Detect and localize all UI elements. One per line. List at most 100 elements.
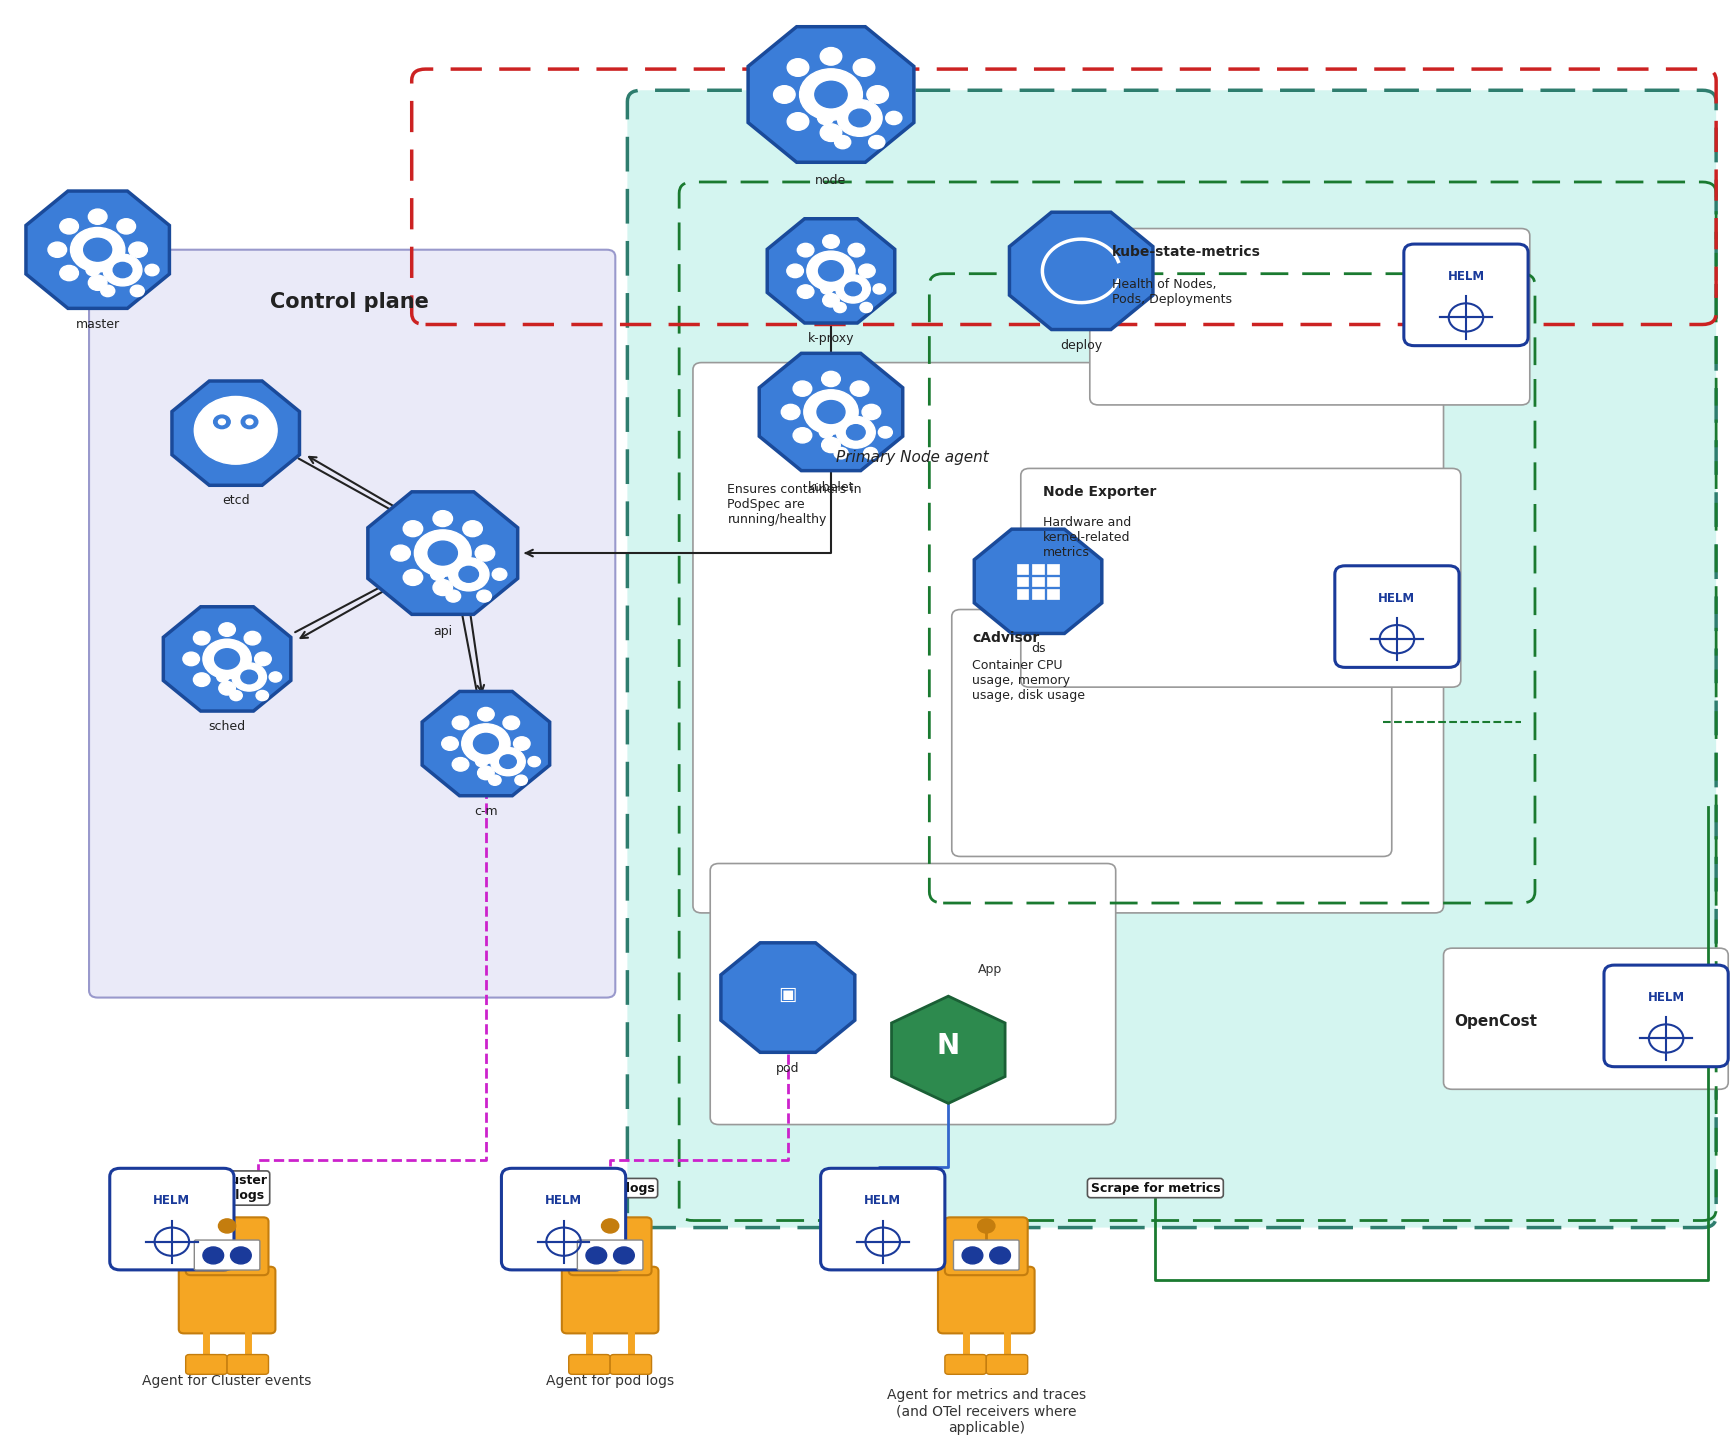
Circle shape (218, 418, 225, 424)
Circle shape (846, 424, 865, 440)
Circle shape (432, 511, 452, 527)
Circle shape (202, 639, 251, 678)
Circle shape (232, 662, 266, 691)
Polygon shape (974, 530, 1102, 633)
Circle shape (230, 1247, 251, 1264)
FancyBboxPatch shape (692, 362, 1443, 913)
Polygon shape (368, 492, 517, 615)
Circle shape (403, 521, 422, 537)
Circle shape (820, 124, 841, 141)
FancyBboxPatch shape (953, 1240, 1019, 1270)
FancyBboxPatch shape (227, 1355, 268, 1374)
FancyBboxPatch shape (1021, 469, 1460, 687)
Text: HELM: HELM (545, 1195, 581, 1208)
FancyBboxPatch shape (1016, 577, 1028, 586)
Circle shape (476, 547, 491, 558)
Circle shape (100, 244, 114, 255)
Circle shape (218, 681, 235, 696)
FancyBboxPatch shape (1031, 589, 1043, 599)
FancyBboxPatch shape (178, 1267, 275, 1333)
Circle shape (270, 672, 282, 683)
Text: App: App (977, 962, 1002, 975)
Circle shape (413, 530, 471, 576)
Circle shape (86, 264, 100, 276)
Text: Get Pod logs: Get Pod logs (566, 1182, 654, 1195)
FancyBboxPatch shape (185, 1355, 227, 1374)
Circle shape (848, 244, 865, 257)
FancyBboxPatch shape (1047, 589, 1059, 599)
Circle shape (773, 85, 794, 104)
Circle shape (446, 547, 460, 558)
Circle shape (391, 545, 410, 561)
Polygon shape (766, 219, 894, 323)
Circle shape (787, 264, 803, 277)
Circle shape (817, 401, 844, 423)
FancyBboxPatch shape (88, 250, 614, 997)
Text: deploy: deploy (1059, 339, 1102, 352)
Circle shape (130, 244, 144, 255)
Circle shape (872, 284, 886, 294)
FancyBboxPatch shape (1334, 566, 1458, 667)
Polygon shape (891, 996, 1005, 1104)
Circle shape (860, 266, 872, 276)
Circle shape (820, 284, 832, 294)
FancyBboxPatch shape (562, 1267, 657, 1333)
Circle shape (787, 113, 808, 130)
Polygon shape (720, 942, 855, 1052)
Text: pod: pod (775, 1062, 799, 1075)
Circle shape (862, 404, 881, 420)
Polygon shape (1009, 212, 1152, 329)
Text: N: N (936, 1032, 960, 1059)
Circle shape (612, 1247, 633, 1264)
Circle shape (240, 416, 258, 429)
Text: HELM: HELM (154, 1195, 190, 1208)
Circle shape (886, 111, 901, 124)
Text: Container CPU
usage, memory
usage, disk usage: Container CPU usage, memory usage, disk … (972, 659, 1085, 701)
Circle shape (477, 707, 493, 722)
Circle shape (254, 652, 272, 665)
Circle shape (962, 1247, 983, 1264)
Circle shape (490, 747, 524, 776)
Circle shape (432, 580, 452, 596)
Circle shape (822, 371, 839, 387)
Circle shape (863, 405, 877, 417)
FancyBboxPatch shape (709, 863, 1116, 1124)
Circle shape (798, 284, 813, 299)
Circle shape (834, 266, 846, 276)
Circle shape (858, 264, 875, 277)
Circle shape (853, 59, 874, 76)
Text: HELM: HELM (1377, 592, 1415, 605)
Circle shape (183, 652, 199, 665)
Circle shape (877, 427, 893, 439)
Circle shape (815, 81, 846, 108)
Text: ▣: ▣ (778, 986, 796, 1004)
Circle shape (860, 303, 872, 313)
Circle shape (458, 566, 477, 583)
Circle shape (48, 242, 66, 257)
Text: Agent for Cluster events: Agent for Cluster events (142, 1374, 311, 1388)
Circle shape (867, 85, 887, 104)
FancyBboxPatch shape (194, 1240, 260, 1270)
Circle shape (476, 756, 488, 766)
Text: sched: sched (208, 720, 246, 733)
Circle shape (130, 286, 144, 297)
Circle shape (61, 219, 78, 234)
Text: Agent for pod logs: Agent for pod logs (545, 1374, 673, 1388)
FancyBboxPatch shape (1031, 577, 1043, 586)
Circle shape (868, 87, 884, 101)
FancyBboxPatch shape (109, 1169, 234, 1270)
FancyBboxPatch shape (626, 91, 1714, 1228)
Circle shape (514, 737, 528, 747)
Circle shape (88, 209, 107, 224)
Circle shape (836, 274, 870, 303)
FancyBboxPatch shape (945, 1218, 1028, 1276)
Circle shape (244, 672, 261, 687)
Circle shape (462, 521, 483, 537)
Polygon shape (422, 691, 550, 795)
Circle shape (844, 283, 862, 296)
Text: cAdvisor: cAdvisor (972, 631, 1040, 645)
Circle shape (112, 263, 131, 277)
Circle shape (218, 623, 235, 636)
Circle shape (780, 404, 799, 420)
Circle shape (476, 545, 495, 561)
